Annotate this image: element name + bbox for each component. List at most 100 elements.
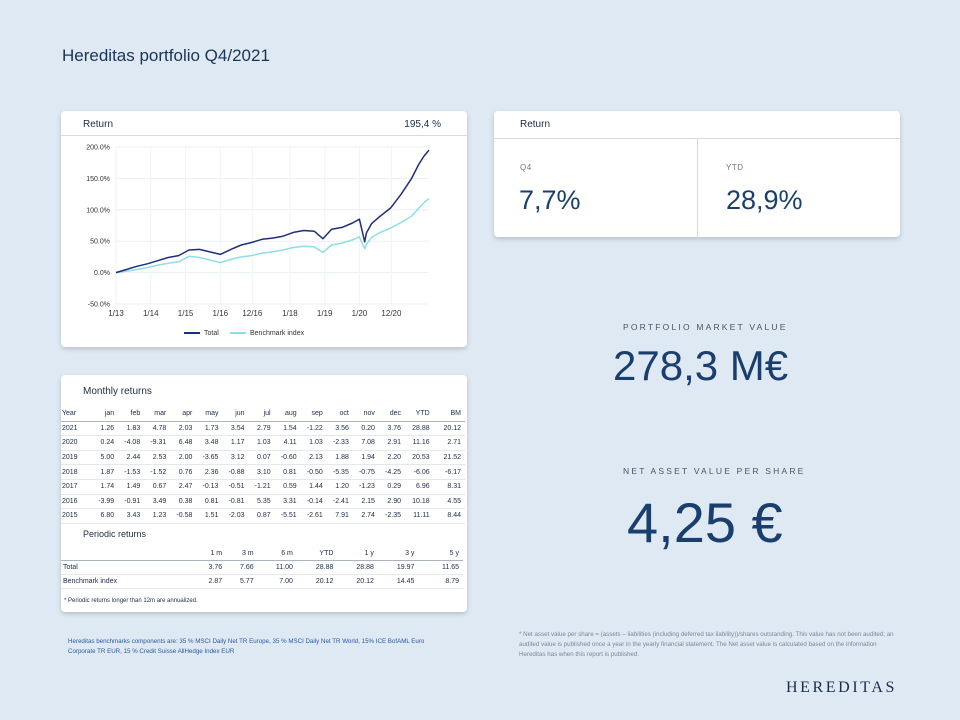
monthly-cell: 8.31 xyxy=(447,483,461,491)
legend-label: Benchmark index xyxy=(250,330,305,337)
monthly-cell: 5.35 xyxy=(257,497,271,505)
monthly-cell: -3.65 xyxy=(202,454,219,462)
monthly-cell: -0.91 xyxy=(124,497,141,505)
monthly-cell: 7.08 xyxy=(361,439,375,447)
monthly-cell: 4.55 xyxy=(447,497,461,505)
monthly-col-header: YTD xyxy=(415,410,430,418)
monthly-cell: 2.74 xyxy=(361,512,375,520)
nav-footnote: * Net asset value per share = (assets – … xyxy=(519,631,894,658)
monthly-cell: 6.96 xyxy=(416,483,430,491)
periodic-cell: 28.88 xyxy=(315,564,334,571)
periodic-cell: 20.12 xyxy=(315,578,334,585)
monthly-cell: 0.24 xyxy=(100,439,115,447)
monthly-cell: 6.80 xyxy=(100,512,115,520)
return-card-label: Return xyxy=(520,119,551,130)
monthly-cell: -6.17 xyxy=(445,468,461,476)
monthly-cell: -2.61 xyxy=(306,512,323,520)
periodic-col-header: 3 m xyxy=(241,550,254,557)
monthly-returns-table: Year jan feb mar apr may jun jul aug sep oct nov dec… xyxy=(61,407,465,524)
monthly-cell: 0.81 xyxy=(283,468,297,476)
series-line-total xyxy=(115,149,430,274)
monthly-cell: 0.20 xyxy=(361,424,375,432)
monthly-cell: 2.79 xyxy=(257,424,271,432)
monthly-cell: 0.81 xyxy=(204,497,219,505)
y-tick-label: -50.0% xyxy=(88,302,110,309)
monthly-row: 2019 5.00 2.44 2.53 2.00 -3.65 3.12 0.07 -0.60 2.… xyxy=(61,450,465,465)
periodic-cell: 8.79 xyxy=(445,578,459,585)
monthly-cell: 2.71 xyxy=(447,439,461,447)
monthly-row: 2018 1.87 -1.53 -1.52 0.76 2.36 -0.88 3.10 0.81 -… xyxy=(61,465,465,480)
series-line-benchmark-index xyxy=(115,197,430,274)
page-title: Hereditas portfolio Q4/2021 xyxy=(62,46,270,65)
periodic-col-header: YTD xyxy=(319,550,334,557)
divider xyxy=(61,135,467,136)
monthly-col-header: apr xyxy=(182,410,193,418)
monthly-col-header: jul xyxy=(263,410,271,418)
monthly-cell: 2.90 xyxy=(387,497,402,505)
x-tick-label: 1/20 xyxy=(352,309,368,318)
ytd-value: 28,9% xyxy=(726,185,803,215)
monthly-col-header: may xyxy=(205,410,219,418)
periodic-note: * Periodic returns longer than 12m are a… xyxy=(64,598,198,604)
monthly-cell: 1.94 xyxy=(361,454,375,462)
periodic-cell: 14.45 xyxy=(396,578,415,585)
monthly-row: 2020 0.24 -4.08 -9.31 6.48 3.48 1.17 1.03 4.11 1.… xyxy=(61,436,465,451)
periodic-cell: 3.76 xyxy=(208,564,223,571)
ytd-return-cell: YTD 28,9% xyxy=(698,141,900,237)
periodic-cell: 7.00 xyxy=(279,578,293,585)
monthly-cell: 3.10 xyxy=(257,468,271,476)
monthly-col-header: jan xyxy=(104,410,115,418)
periodic-col-header: 3 y xyxy=(405,550,415,557)
x-tick-label: 12/20 xyxy=(381,309,402,318)
x-tick-label: 1/13 xyxy=(108,309,124,318)
monthly-row: 2015 6.80 3.43 1.23 -0.58 1.51 -2.03 0.87 -5.51 -… xyxy=(61,509,465,524)
nav-value: 4,25 € xyxy=(627,491,783,554)
monthly-cell: 3.12 xyxy=(230,454,245,462)
monthly-cell: -4.25 xyxy=(385,468,402,476)
periodic-col-header: 1 m xyxy=(210,550,223,557)
periodic-col-header: 6 m xyxy=(281,550,293,557)
monthly-col-header: dec xyxy=(389,410,402,418)
monthly-col-header: BM xyxy=(450,410,462,418)
monthly-cell: 1.03 xyxy=(257,439,271,447)
monthly-cell: 2.15 xyxy=(361,497,375,505)
monthly-cell: 1.83 xyxy=(126,424,141,432)
monthly-cell: 3.56 xyxy=(335,424,349,432)
monthly-col-header: nov xyxy=(363,410,375,418)
periodic-cell: 11.00 xyxy=(275,564,293,571)
monthly-label: Monthly returns xyxy=(83,386,152,397)
monthly-cell: 0.59 xyxy=(283,483,297,491)
monthly-cell: 0.07 xyxy=(257,454,271,462)
divider xyxy=(697,139,698,237)
monthly-cell: 1.03 xyxy=(309,439,323,447)
monthly-col-header: feb xyxy=(130,410,141,418)
monthly-col-header: mar xyxy=(154,410,167,418)
monthly-cell: -0.75 xyxy=(358,468,375,476)
monthly-col-header: jun xyxy=(235,410,245,418)
monthly-cell: -5.35 xyxy=(332,468,349,476)
monthly-col-header: oct xyxy=(339,410,349,418)
monthly-cell: 2.36 xyxy=(204,468,219,476)
monthly-cell: -0.13 xyxy=(202,483,219,491)
periodic-row: Total 3.76 7.66 11.00 28.88 28.88 19.97 11.65 xyxy=(61,561,463,575)
q4-value: 7,7% xyxy=(519,185,581,215)
divider xyxy=(494,138,900,139)
monthly-returns-card: Monthly returns Year jan feb mar apr may jun ju… xyxy=(61,375,467,612)
monthly-row: 2017 1.74 1.49 0.67 2.47 -0.13 -0.51 -1.21 0.59 1… xyxy=(61,479,465,495)
monthly-cell: 10.18 xyxy=(412,497,430,505)
monthly-cell: 20.53 xyxy=(412,454,430,462)
benchmark-footnote: Hereditas benchmarks components are: 35 … xyxy=(68,638,425,655)
return-line-chart: 200.0% 150.0% 100.0% 50.0% 0.0% -50.0%1/13 1/1… xyxy=(86,145,430,337)
monthly-cell: 1.54 xyxy=(283,424,297,432)
monthly-cell: 2.53 xyxy=(152,454,167,462)
monthly-cell: 1.44 xyxy=(309,483,323,491)
monthly-cell: 2.13 xyxy=(309,454,323,462)
monthly-cell: 2019 xyxy=(62,454,78,462)
periodic-cell: 2.87 xyxy=(208,578,223,585)
monthly-cell: 20.12 xyxy=(443,424,461,432)
monthly-cell: -2.33 xyxy=(332,439,349,447)
periodic-cell: 11.65 xyxy=(442,564,459,571)
monthly-cell: -0.50 xyxy=(306,468,323,476)
monthly-cell: 2020 xyxy=(62,439,78,447)
monthly-cell: 8.44 xyxy=(447,512,461,520)
